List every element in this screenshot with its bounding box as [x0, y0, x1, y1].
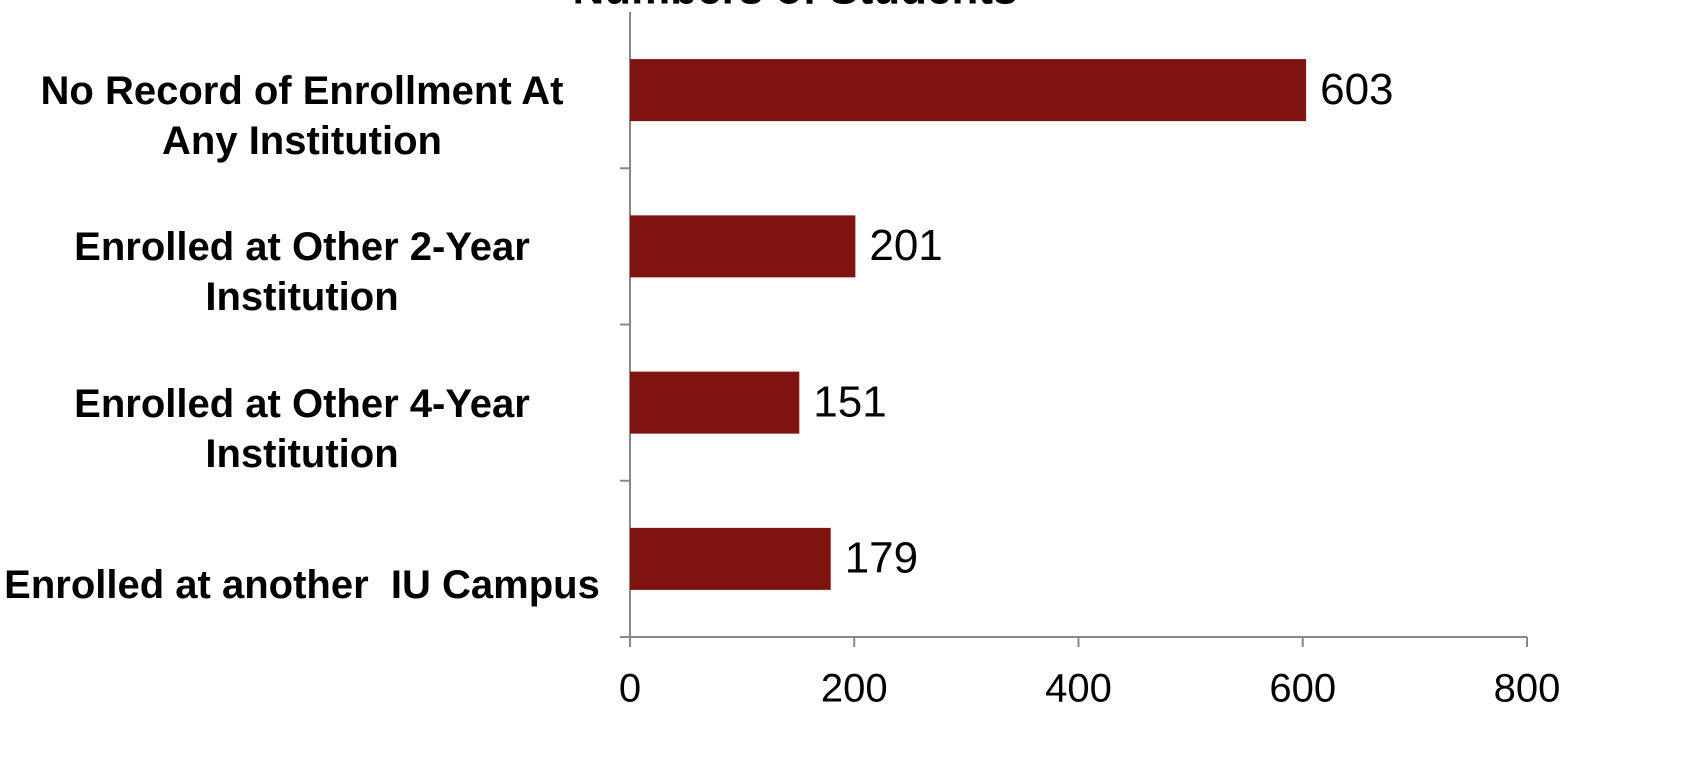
bar	[630, 59, 1307, 122]
x-tick-label: 400	[1045, 667, 1112, 711]
y-tick-label: Enrolled at Other 2-Year Institution	[74, 225, 541, 320]
x-tick-label: 0	[619, 667, 641, 711]
x-tick-label: 800	[1494, 667, 1561, 711]
bar	[630, 215, 856, 278]
value-label: 603	[1320, 65, 1393, 114]
y-tick-label: No Record of Enrollment At Any Instituti…	[40, 69, 574, 164]
bar	[630, 527, 831, 590]
value-label: 201	[869, 221, 942, 270]
value-label: 179	[845, 534, 918, 583]
y-tick-label: Enrolled at another IU Campus	[4, 562, 600, 607]
bar	[630, 371, 800, 434]
value-label: 151	[813, 377, 886, 426]
x-tick-label: 200	[821, 667, 888, 711]
y-tick-label: Enrolled at Other 4-Year Institution	[74, 381, 541, 476]
chart-title: Numbers of Students	[573, 0, 1018, 14]
x-tick-label: 600	[1269, 667, 1336, 711]
